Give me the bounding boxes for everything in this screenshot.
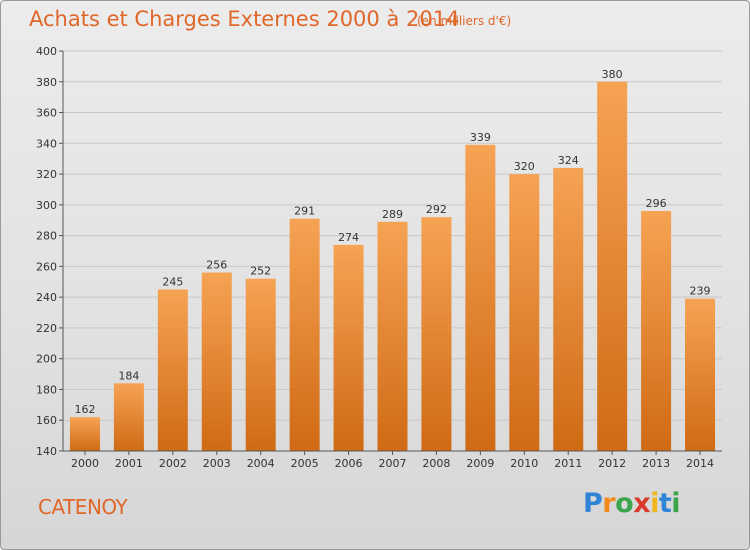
x-tick-label-2007: 2007 xyxy=(379,457,407,470)
y-tick-label: 300 xyxy=(36,199,57,212)
value-label-2012: 380 xyxy=(602,68,623,81)
x-tick-label-2001: 2001 xyxy=(115,457,143,470)
value-label-2013: 296 xyxy=(646,197,667,210)
value-label-2001: 184 xyxy=(118,369,139,382)
value-label-2005: 291 xyxy=(294,205,315,218)
y-tick-label: 200 xyxy=(36,353,57,366)
value-label-2014: 239 xyxy=(690,285,711,298)
x-tick-label-2002: 2002 xyxy=(159,457,187,470)
y-tick-label: 180 xyxy=(36,383,57,396)
y-tick-label: 280 xyxy=(36,230,57,243)
x-tick-label-2006: 2006 xyxy=(335,457,363,470)
place-name: CATENOY xyxy=(38,495,128,519)
bar-2007 xyxy=(377,221,408,451)
proxiti-logo: Proxiti xyxy=(583,488,681,519)
x-tick-label-2008: 2008 xyxy=(422,457,450,470)
bar-2010 xyxy=(509,174,540,452)
value-label-2010: 320 xyxy=(514,160,535,173)
bar-2002 xyxy=(157,289,188,451)
chart-subtitle: (en milliers d'€) xyxy=(417,14,512,28)
bar-2005 xyxy=(289,218,320,451)
value-label-2002: 245 xyxy=(162,275,183,288)
value-label-2009: 339 xyxy=(470,131,491,144)
bar-2013 xyxy=(641,211,672,451)
bar-2004 xyxy=(245,278,276,451)
bar-2014 xyxy=(685,298,716,451)
value-label-2006: 274 xyxy=(338,231,359,244)
y-tick-label: 400 xyxy=(36,45,57,58)
y-tick-label: 240 xyxy=(36,291,57,304)
y-tick-label: 380 xyxy=(36,76,57,89)
bar-2011 xyxy=(553,167,584,451)
bar-2000 xyxy=(69,417,100,451)
y-tick-label: 140 xyxy=(36,445,57,458)
value-label-2003: 256 xyxy=(206,259,227,272)
bar-2012 xyxy=(597,81,628,452)
x-tick-label-2014: 2014 xyxy=(686,457,714,470)
x-tick-label-2011: 2011 xyxy=(554,457,582,470)
x-tick-label-2010: 2010 xyxy=(510,457,538,470)
y-tick-label: 220 xyxy=(36,322,57,335)
bar-2006 xyxy=(333,244,364,451)
y-tick-label: 340 xyxy=(36,137,57,150)
bar-2009 xyxy=(465,144,496,451)
x-tick-label-2003: 2003 xyxy=(203,457,231,470)
bar-2001 xyxy=(113,383,144,451)
value-label-2011: 324 xyxy=(558,154,579,167)
value-label-2004: 252 xyxy=(250,265,271,278)
x-tick-label-2005: 2005 xyxy=(291,457,319,470)
y-tick-label: 360 xyxy=(36,107,57,120)
y-tick-label: 260 xyxy=(36,260,57,273)
value-label-2008: 292 xyxy=(426,203,447,216)
y-tick-label: 160 xyxy=(36,414,57,427)
x-tick-label-2009: 2009 xyxy=(466,457,494,470)
y-tick-label: 320 xyxy=(36,168,57,181)
x-tick-label-2013: 2013 xyxy=(642,457,670,470)
bar-2003 xyxy=(201,272,232,451)
x-tick-label-2004: 2004 xyxy=(247,457,275,470)
x-tick-label-2000: 2000 xyxy=(71,457,99,470)
value-label-2007: 289 xyxy=(382,208,403,221)
bar-2008 xyxy=(421,217,452,451)
x-tick-label-2012: 2012 xyxy=(598,457,626,470)
chart-title: Achats et Charges Externes 2000 à 2014 xyxy=(29,7,460,31)
value-label-2000: 162 xyxy=(74,403,95,416)
